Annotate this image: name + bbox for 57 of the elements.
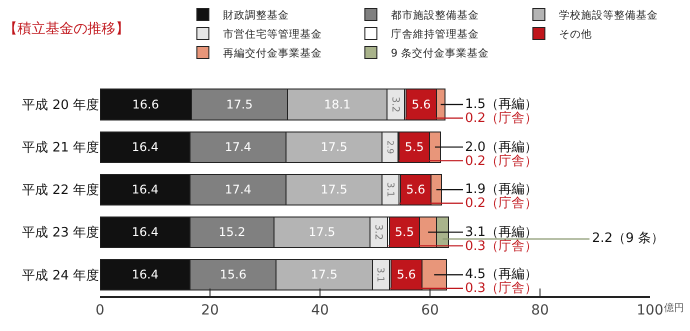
x-tick-label: 20 [201, 302, 219, 319]
data-label: 3.1 [374, 267, 386, 282]
y-tick-label: 平成 23 年度 [22, 224, 99, 241]
data-label: 16.4 [132, 268, 158, 282]
x-axis-title: 億円 [664, 302, 684, 314]
legend-label: 再編交付金事業基金 [222, 46, 322, 60]
data-label: 17.5 [320, 182, 348, 197]
data-label: 3.2 [372, 224, 384, 240]
data-label: 17.4 [224, 140, 252, 154]
x-tick-label: 60 [421, 302, 439, 319]
data-label: 16.4 [132, 225, 158, 240]
legend-label: 市営住宅等管理基金 [222, 28, 322, 41]
data-label: 5.6 [396, 268, 416, 282]
data-label: 17.5 [226, 98, 253, 112]
legend-label: 都市施設整備基金 [390, 8, 479, 22]
data-label: 4.5（再編） [465, 267, 538, 282]
legend-label: 庁舎維持管理基金 [390, 28, 479, 41]
data-label: 0.3（庁舎） [465, 238, 538, 254]
data-label: 0.2（庁舎） [465, 195, 538, 211]
data-label: 5.5 [394, 225, 414, 240]
legend-label: 学校施設等整備基金 [558, 8, 658, 22]
data-label: 18.1 [324, 98, 351, 112]
y-tick-label: 平成 20 年度 [22, 97, 99, 114]
data-label: 3.1 [384, 182, 396, 198]
data-label: 5.6 [406, 182, 426, 197]
data-label: 0.2（庁舎） [465, 153, 538, 169]
y-tick-label: 平成 21 年度 [22, 140, 99, 156]
data-label: 15.6 [220, 268, 246, 282]
x-tick-label: 100 [636, 302, 664, 319]
data-label: 5.6 [412, 98, 431, 112]
data-label: 1.5（再編） [465, 97, 538, 112]
data-label: 0.3（庁舎） [465, 280, 538, 296]
data-label: 15.2 [218, 225, 246, 240]
data-label: 17.5 [310, 268, 338, 282]
y-tick-label: 平成 24 年度 [22, 267, 99, 284]
y-tick-label: 平成 22 年度 [22, 182, 99, 198]
data-label: 3.1（再編） [465, 225, 538, 240]
x-tick-label: 40 [311, 302, 329, 319]
data-label: 2.9 [384, 140, 394, 154]
chart-title: 【積立基金の推移】 [3, 20, 130, 37]
legend-label: 9 条交付金事業基金 [390, 46, 489, 60]
legend-label: その他 [558, 28, 592, 41]
x-tick-label: 0 [96, 302, 104, 319]
data-label: 2.2（9 条） [592, 231, 664, 246]
data-label: 16.4 [132, 182, 158, 197]
data-label: 3.2 [390, 96, 401, 112]
data-label: 2.0（再編） [465, 140, 538, 155]
data-label: 16.4 [132, 140, 158, 154]
data-label: 17.5 [308, 225, 336, 240]
data-label: 17.5 [320, 140, 348, 154]
data-label: 17.4 [224, 182, 252, 197]
x-tick-label: 80 [531, 302, 549, 319]
data-label: 1.9（再編） [465, 182, 538, 197]
legend-label: 財政調整基金 [222, 8, 289, 22]
data-label: 16.6 [132, 98, 160, 112]
data-label: 0.2（庁舎） [465, 110, 538, 126]
data-label: 5.5 [404, 140, 424, 154]
